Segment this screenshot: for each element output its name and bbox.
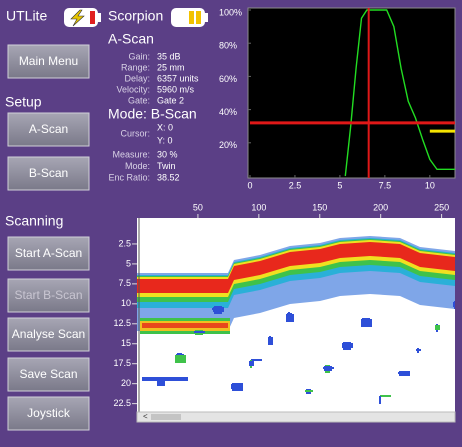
y-tick-label: 12.5	[113, 318, 131, 328]
info-label: Velocity:	[116, 84, 150, 94]
speckle	[213, 307, 224, 312]
y-tick-label: 10	[121, 298, 131, 308]
app-name: UTLite	[6, 8, 47, 24]
x-tick-label: 100	[251, 202, 266, 212]
speckle	[232, 383, 243, 391]
section-title: Setup	[5, 94, 42, 110]
battery-icon	[171, 8, 208, 27]
info-label: Enc Ratio:	[108, 172, 150, 182]
info-value: 6357 units	[157, 73, 199, 83]
info-label: Measure:	[112, 149, 150, 159]
info-value: Twin	[157, 161, 176, 171]
y-tick-label: 100%	[219, 7, 242, 17]
button-label: Start B-Scan	[14, 288, 82, 302]
info-value: X: 0	[157, 122, 173, 132]
a-scan-plot	[248, 8, 455, 178]
info-value: 38.52	[157, 172, 180, 182]
speckle	[379, 396, 381, 404]
speckle	[399, 371, 410, 376]
speckle	[268, 337, 273, 345]
x-tick-label: 250	[434, 202, 449, 212]
x-tick-label: 5	[337, 180, 342, 190]
section-title: Scanning	[5, 213, 63, 229]
button-label: B-Scan	[29, 166, 68, 180]
y-tick-label: 7.5	[118, 278, 131, 288]
info-value: 5960 m/s	[157, 84, 195, 94]
mode-title: Mode: B-Scan	[108, 106, 197, 122]
info-label: Cursor:	[120, 128, 150, 138]
y-tick-label: 17.5	[113, 358, 131, 368]
info-label: Gain:	[128, 51, 150, 61]
x-tick-label: 2.5	[289, 180, 302, 190]
speckle	[231, 384, 233, 389]
info-label: Gate:	[128, 95, 150, 105]
button[interactable]: B-Scan	[8, 157, 89, 190]
info-value: Y: 0	[157, 135, 173, 145]
speckle	[175, 355, 186, 363]
button-label: Analyse Scan	[12, 327, 85, 341]
x-tick-label: 150	[312, 202, 327, 212]
screen: UTLite Scorpion Setup Scanning A-Scan Mo…	[0, 0, 462, 447]
button-label: Start A-Scan	[15, 246, 82, 260]
button-label: A-Scan	[29, 122, 68, 136]
info-label: Mode:	[125, 161, 150, 171]
x-tick-label: 0	[247, 180, 252, 190]
button-label: Save Scan	[19, 367, 77, 381]
speckle	[398, 372, 400, 374]
button[interactable]: Main Menu	[8, 45, 89, 78]
y-tick-label: 20%	[219, 140, 237, 150]
info-label: Range:	[121, 62, 150, 72]
button-label: Joystick	[27, 406, 71, 420]
speckle	[380, 395, 391, 397]
info-value: 30 %	[157, 149, 178, 159]
info-value: Gate 2	[157, 95, 184, 105]
y-tick-label: 20	[121, 378, 131, 388]
speckle	[249, 361, 254, 366]
speckle	[212, 308, 214, 310]
svg-text:<: <	[143, 412, 148, 421]
y-tick-label: 15	[121, 338, 131, 348]
x-tick-label: 7.5	[379, 180, 392, 190]
button[interactable]: Analyse Scan	[8, 318, 89, 351]
echo-band	[142, 323, 228, 328]
x-tick-label: 10	[425, 180, 435, 190]
speckle	[453, 302, 461, 307]
speckle	[435, 325, 440, 330]
button[interactable]: A-Scan	[8, 113, 89, 146]
button-label: Main Menu	[19, 54, 78, 68]
panel-title: A-Scan	[108, 31, 154, 47]
info-value: 35 dB	[157, 51, 181, 61]
x-tick-label: 200	[373, 202, 388, 212]
y-tick-label: 5	[126, 258, 131, 268]
y-tick-label: 2.5	[118, 238, 131, 248]
battery-icon	[64, 8, 101, 27]
device-name: Scorpion	[108, 8, 163, 24]
scrollbar[interactable]: <	[137, 412, 455, 422]
speckle	[140, 300, 142, 302]
y-tick-label: 80%	[219, 41, 237, 51]
speckle	[323, 367, 334, 369]
echo-band	[142, 377, 188, 381]
speckle	[194, 331, 205, 333]
y-tick-label: 40%	[219, 107, 237, 117]
info-label: Delay:	[124, 73, 150, 83]
info-value: 25 mm	[157, 62, 185, 72]
button: Start B-Scan	[8, 279, 89, 312]
speckle	[416, 349, 421, 351]
speckle	[286, 314, 294, 322]
ut-app: UTLite Scorpion Setup Scanning A-Scan Mo…	[0, 0, 462, 447]
speckle	[305, 390, 313, 392]
speckle	[251, 359, 262, 361]
speckle	[342, 343, 353, 348]
y-tick-label: 22.5	[113, 398, 131, 408]
button[interactable]: Joystick	[8, 397, 89, 430]
button[interactable]: Save Scan	[8, 358, 89, 391]
y-tick-label: 60%	[219, 74, 237, 84]
speckle	[361, 319, 372, 327]
button[interactable]: Start A-Scan	[8, 237, 89, 270]
x-tick-label: 50	[193, 202, 203, 212]
